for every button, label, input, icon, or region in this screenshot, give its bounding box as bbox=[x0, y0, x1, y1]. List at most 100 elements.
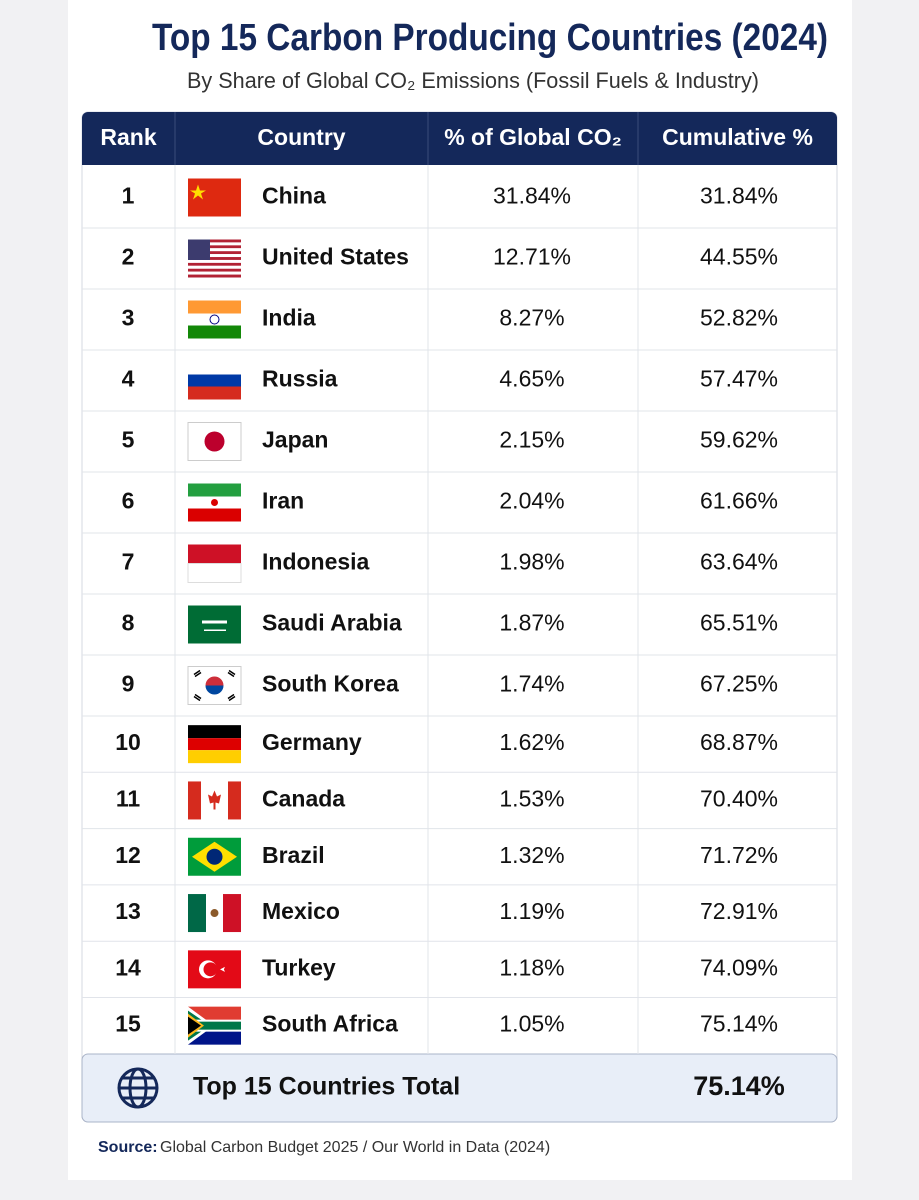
rank-cell: 10 bbox=[115, 729, 141, 755]
flag-icon bbox=[188, 483, 241, 522]
flag-part bbox=[204, 629, 226, 631]
share-cell: 1.87% bbox=[499, 610, 564, 636]
flag-part bbox=[205, 685, 224, 695]
flag-part bbox=[205, 676, 224, 686]
share-cell: 1.53% bbox=[499, 786, 564, 812]
title: Top 15 Carbon Producing Countries (2024) bbox=[152, 17, 828, 59]
flag-icon bbox=[187, 544, 242, 583]
flag-part bbox=[188, 268, 241, 272]
flag-part bbox=[203, 962, 218, 977]
flag-part bbox=[188, 725, 241, 739]
share-cell: 2.04% bbox=[499, 488, 564, 514]
flag-part bbox=[188, 325, 241, 339]
flag-part bbox=[188, 483, 241, 497]
share-cell: 1.62% bbox=[499, 729, 564, 755]
flag-part bbox=[188, 239, 210, 260]
subtitle: By Share of Global CO₂ Emissions (Fossil… bbox=[187, 68, 759, 93]
cumulative-cell: 72.91% bbox=[700, 898, 778, 924]
column-header: Rank bbox=[100, 124, 156, 150]
flag-part bbox=[188, 274, 241, 278]
flag-part bbox=[188, 386, 241, 400]
flag-part bbox=[188, 300, 241, 314]
rank-cell: 5 bbox=[122, 427, 135, 453]
flag-part bbox=[188, 251, 241, 255]
share-cell: 31.84% bbox=[493, 183, 571, 209]
flag-icon bbox=[188, 178, 241, 217]
total-row bbox=[81, 1053, 838, 1123]
cumulative-cell: 44.55% bbox=[700, 244, 778, 270]
cumulative-cell: 65.51% bbox=[700, 610, 778, 636]
flag-part bbox=[209, 314, 220, 325]
flag-part bbox=[188, 242, 241, 246]
rank-cell: 7 bbox=[122, 549, 135, 575]
country-cell: Japan bbox=[262, 427, 328, 453]
flag-icon bbox=[188, 894, 241, 933]
flag-part bbox=[202, 620, 227, 624]
rank-cell: 4 bbox=[122, 366, 135, 392]
country-cell: Saudi Arabia bbox=[262, 610, 402, 636]
flag-icon bbox=[187, 666, 242, 705]
flag-part bbox=[204, 431, 225, 452]
flag-part bbox=[188, 1021, 241, 1030]
flag-part bbox=[188, 781, 201, 820]
flag-icon bbox=[188, 725, 241, 764]
flag-icon bbox=[188, 781, 241, 820]
flag-icon bbox=[188, 239, 241, 278]
share-cell: 1.19% bbox=[499, 898, 564, 924]
flag-part bbox=[188, 257, 241, 260]
total-value: 75.14% bbox=[693, 1071, 785, 1101]
country-cell: Iran bbox=[262, 488, 304, 514]
flag-part bbox=[187, 563, 242, 583]
globe-icon bbox=[117, 1067, 159, 1109]
flag-part bbox=[188, 544, 241, 564]
country-cell: South Africa bbox=[262, 1011, 398, 1037]
rank-cell: 8 bbox=[122, 610, 135, 636]
flag-part bbox=[228, 781, 241, 820]
share-cell: 1.74% bbox=[499, 671, 564, 697]
cumulative-cell: 63.64% bbox=[700, 549, 778, 575]
flag-part bbox=[188, 178, 241, 217]
country-cell: Mexico bbox=[262, 898, 340, 924]
country-cell: Canada bbox=[262, 786, 345, 812]
country-cell: South Korea bbox=[262, 671, 399, 697]
flag-part bbox=[188, 239, 241, 243]
flag-part bbox=[188, 245, 241, 249]
source-label: Source: bbox=[98, 1139, 158, 1156]
country-cell: United States bbox=[262, 244, 409, 270]
cumulative-cell: 70.40% bbox=[700, 786, 778, 812]
rank-cell: 15 bbox=[115, 1011, 141, 1037]
flag-part bbox=[188, 259, 241, 263]
flag-part bbox=[188, 271, 241, 275]
country-cell: Indonesia bbox=[262, 549, 370, 575]
flag-icon bbox=[188, 837, 241, 876]
flag-part bbox=[193, 669, 236, 702]
flag-icon bbox=[188, 1006, 241, 1045]
rank-cell: 2 bbox=[122, 244, 135, 270]
share-cell: 1.18% bbox=[499, 954, 564, 980]
flag-part bbox=[188, 262, 241, 266]
flag-part bbox=[206, 848, 223, 865]
cumulative-cell: 67.25% bbox=[700, 671, 778, 697]
flag-part bbox=[210, 909, 219, 918]
column-header: Cumulative % bbox=[662, 124, 813, 150]
flag-part bbox=[188, 254, 241, 258]
flag-icon bbox=[188, 361, 241, 400]
share-cell: 2.15% bbox=[499, 427, 564, 453]
share-cell: 12.71% bbox=[493, 244, 571, 270]
rank-cell: 9 bbox=[122, 671, 135, 697]
flag-part bbox=[190, 184, 206, 200]
source-text: Global Carbon Budget 2025 / Our World in… bbox=[160, 1139, 550, 1156]
flag-icon bbox=[188, 605, 241, 644]
flag-part bbox=[188, 313, 241, 326]
flag-part bbox=[188, 605, 241, 644]
rank-cell: 12 bbox=[115, 842, 141, 868]
column-header: Country bbox=[257, 124, 345, 150]
flag-part bbox=[188, 750, 241, 764]
flag-icon bbox=[188, 950, 241, 989]
total-label: Top 15 Countries Total bbox=[193, 1073, 460, 1101]
flag-part bbox=[188, 1016, 201, 1035]
country-cell: China bbox=[262, 183, 326, 209]
flag-part bbox=[188, 508, 241, 522]
